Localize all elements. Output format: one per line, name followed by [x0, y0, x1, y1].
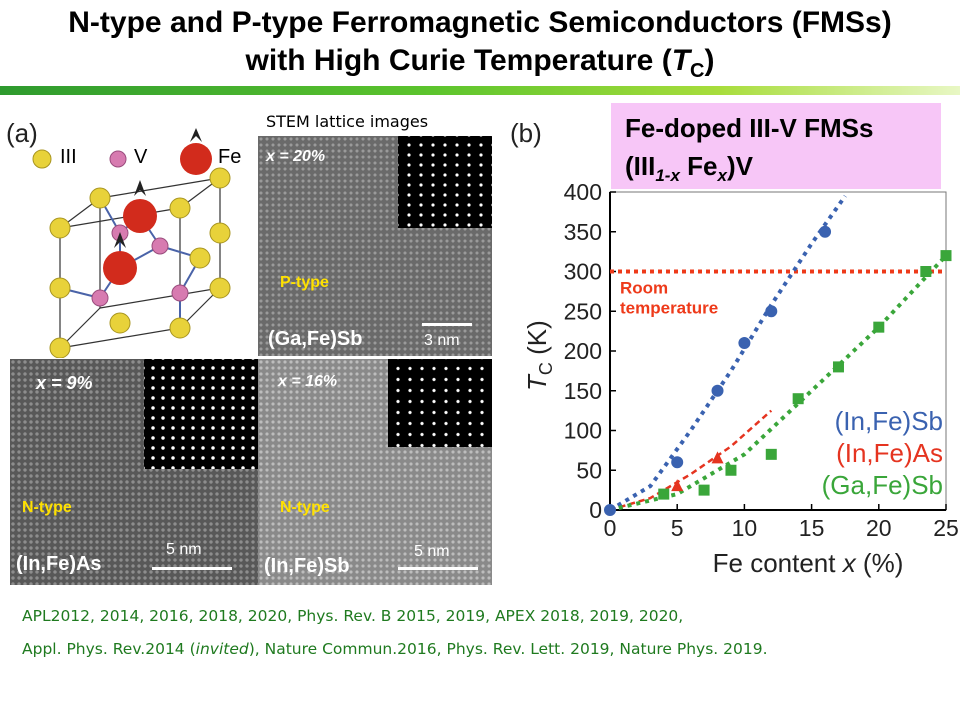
- y-tick-label: 0: [589, 497, 602, 523]
- scale-bar: [152, 567, 232, 570]
- data-point-circle: [819, 225, 832, 238]
- title-tc-symbol: T: [671, 44, 691, 77]
- references-line2: Appl. Phys. Rev.2014 (invited), Nature C…: [22, 640, 768, 658]
- x-tick-label: 0: [604, 515, 617, 541]
- x-tick-label: 10: [732, 515, 758, 541]
- data-point-circle: [711, 384, 724, 397]
- series-legend-label: (In,Fe)Sb: [835, 406, 943, 436]
- y-axis-label: TC (K): [522, 320, 556, 391]
- data-point-circle: [604, 504, 616, 516]
- room-temperature-label: temperature: [620, 299, 718, 318]
- title-underline: [0, 86, 960, 95]
- title-tc-subscript: C: [690, 60, 705, 82]
- x-tick-label: 5: [671, 515, 684, 541]
- legend-iii-label: III: [60, 146, 77, 168]
- data-point-square: [920, 266, 932, 277]
- iii-atoms: [49, 167, 231, 358]
- stem-image-infeas: x = 9% N-type (In,Fe)As 5 nm: [10, 359, 258, 585]
- data-point-square: [725, 464, 737, 476]
- data-point-triangle: [711, 451, 724, 464]
- scale-bar-label: 5 nm: [414, 543, 450, 560]
- stem-caption: STEM lattice images: [266, 112, 429, 131]
- fe-box-part-a: (III: [625, 151, 656, 181]
- scale-bar-label: 3 nm: [424, 332, 460, 349]
- x-axis-label: Fe content x (%): [713, 548, 904, 578]
- scale-bar-label: 5 nm: [166, 541, 202, 558]
- title-line2-prefix: with High Curie Temperature (: [245, 44, 672, 77]
- data-point-square: [698, 484, 710, 496]
- title-line2-suffix: ): [704, 44, 715, 77]
- ref-part-a: Appl. Phys. Rev.2014 (: [22, 640, 196, 658]
- references-line1: APL2012, 2014, 2016, 2018, 2020, Phys. R…: [22, 607, 684, 625]
- panel-b-label: (b): [510, 118, 542, 148]
- stem-type-label: N-type: [22, 499, 72, 516]
- panel-a-label: (a): [6, 118, 38, 148]
- y-tick-label: 200: [564, 338, 602, 364]
- y-tick-label: 250: [564, 298, 602, 324]
- data-point-square: [765, 448, 777, 460]
- y-tick-label: 100: [564, 418, 602, 444]
- stem-x-label: x = 16%: [278, 373, 338, 390]
- diffraction-inset: [144, 359, 258, 469]
- fe-box-part-b: Fe: [679, 151, 718, 181]
- slide-title-line2: with High Curie Temperature (TC): [0, 44, 960, 83]
- stem-material-label: (In,Fe)Sb: [264, 555, 350, 577]
- diffraction-inset: [398, 136, 492, 228]
- tc-chart: 0 50 100 150 200 250 300 350 400 0 5 10 15 20 25 Fe con…: [522, 180, 959, 578]
- stem-type-label: P-type: [280, 274, 329, 291]
- fe-box-line2: (III1-x Fex)V: [625, 151, 753, 186]
- data-point-square: [873, 321, 885, 333]
- x-tick-label: 15: [799, 515, 825, 541]
- stem-type-label: N-type: [280, 499, 330, 516]
- data-point-triangle: [671, 479, 684, 492]
- fe-box-x: x: [717, 166, 727, 186]
- stem-image-infesb: x = 16% N-type (In,Fe)Sb 5 nm: [258, 359, 492, 585]
- y-tick-label: 50: [576, 457, 602, 483]
- spin-arrow-icon: [190, 128, 202, 159]
- x-tick-label: 20: [866, 515, 892, 541]
- data-point-circle: [671, 456, 684, 469]
- fe-box-sub: 1-x: [655, 166, 680, 186]
- data-point-square: [792, 393, 804, 405]
- fe-doped-box: Fe-doped III-V FMSs (III1-x Fex)V: [611, 103, 941, 189]
- v-atoms: [91, 224, 189, 307]
- fit-curve: [608, 194, 847, 512]
- scale-bar: [422, 323, 472, 326]
- room-temperature-label: Room: [620, 279, 668, 298]
- legend-iii-atom: [32, 149, 52, 169]
- stem-x-label: x = 20%: [266, 148, 326, 165]
- y-tick-label: 300: [564, 259, 602, 285]
- fit-curve: [609, 409, 773, 512]
- legend-v-label: V: [134, 146, 148, 168]
- series-legend-label: (Ga,Fe)Sb: [822, 470, 943, 500]
- x-tick-label: 25: [933, 515, 959, 541]
- slide-title-line1: N-type and P-type Ferromagnetic Semicond…: [68, 6, 892, 39]
- scale-bar: [398, 567, 478, 570]
- stem-x-label: x = 9%: [36, 373, 93, 393]
- data-point-circle: [765, 305, 778, 318]
- y-tick-label: 150: [564, 378, 602, 404]
- y-tick-label: 400: [564, 180, 602, 205]
- diffraction-inset: [388, 359, 492, 447]
- data-point-square: [832, 361, 844, 373]
- fe-box-part-c: )V: [726, 151, 753, 181]
- series-legend-label: (In,Fe)As: [836, 438, 943, 468]
- legend-fe-label: Fe: [218, 146, 242, 168]
- data-point-square: [658, 488, 670, 500]
- ref-part-b: ), Nature Commun.2016, Phys. Rev. Lett. …: [248, 640, 768, 658]
- ref-invited: invited: [195, 640, 249, 658]
- data-point-square: [940, 250, 952, 262]
- legend-v-atom: [109, 150, 127, 168]
- fe-box-line1: Fe-doped III-V FMSs: [625, 113, 874, 143]
- stem-material-label: (In,Fe)As: [16, 553, 102, 575]
- data-point-circle: [738, 337, 751, 350]
- crystal-structure-diagram: [32, 128, 231, 358]
- fe-atoms: [103, 180, 157, 285]
- y-tick-label: 350: [564, 219, 602, 245]
- stem-material-label: (Ga,Fe)Sb: [268, 328, 363, 350]
- stem-image-gafesb: x = 20% P-type (Ga,Fe)Sb 3 nm: [258, 136, 492, 356]
